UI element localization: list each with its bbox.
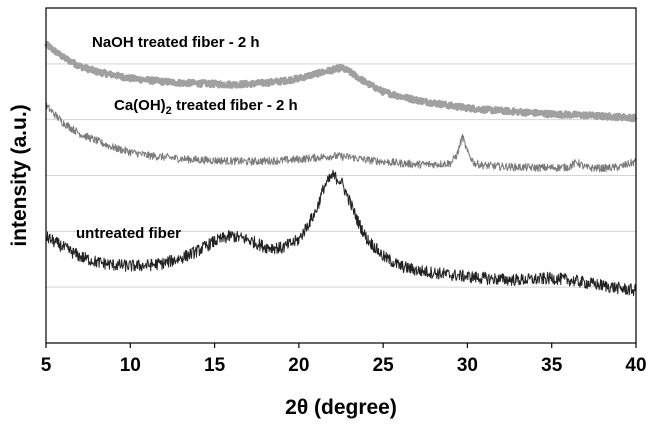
x-tick-label: 40: [625, 355, 646, 376]
annotation-naoh: NaOH treated fiber - 2 h: [92, 34, 260, 51]
series-line-naoh: [44, 40, 638, 123]
x-ticks: 5 10 15 20 25 30 35 40: [41, 343, 647, 376]
x-axis-title-part: 2: [285, 396, 297, 419]
x-tick-label: 5: [41, 355, 52, 376]
x-axis-title: 2θ (degree): [285, 396, 397, 419]
series-line-caoh: [45, 102, 637, 173]
annotation-caoh-suffix: treated fiber - 2 h: [172, 97, 298, 114]
theta-symbol: θ: [297, 396, 308, 419]
series-line-untreated: [45, 169, 637, 297]
annotation-caoh: Ca(OH)2 treated fiber - 2 h: [114, 97, 298, 117]
x-tick-label: 20: [288, 355, 309, 376]
x-axis-title-part: (degree): [308, 396, 397, 419]
annotation-caoh-subscript: 2: [166, 105, 172, 117]
gridlines: [46, 63, 636, 288]
x-tick-label: 30: [457, 355, 478, 376]
plot-frame: [45, 7, 637, 344]
x-tick-label: 25: [373, 355, 395, 376]
annotation-untreated: untreated fiber: [76, 225, 181, 242]
x-tick-label: 35: [541, 355, 563, 376]
annotation-caoh-prefix: Ca(OH): [114, 97, 166, 114]
x-tick-label: 15: [204, 355, 226, 376]
x-tick-label: 10: [120, 355, 141, 376]
y-axis-title: intensity (a.u.): [8, 104, 31, 246]
series-group: [44, 40, 638, 297]
